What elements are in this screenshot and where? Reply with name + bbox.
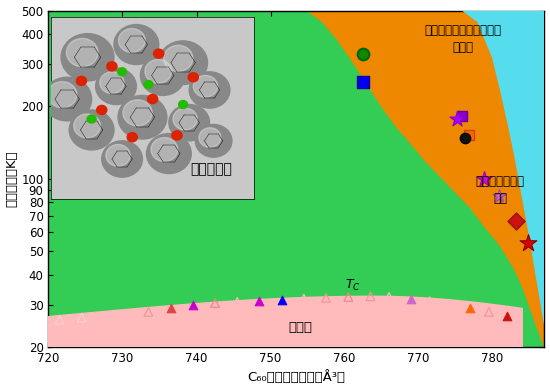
Point bbox=[144, 309, 153, 315]
Point bbox=[233, 299, 241, 305]
Point bbox=[480, 176, 488, 182]
Point bbox=[366, 293, 375, 300]
Point bbox=[425, 298, 434, 304]
X-axis label: C₆₀が占める体積（Å³）: C₆₀が占める体積（Å³） bbox=[248, 370, 345, 385]
Point bbox=[344, 294, 353, 300]
Point bbox=[524, 240, 532, 246]
Y-axis label: 臨界温度（K）: 臨界温度（K） bbox=[6, 151, 19, 207]
Text: 通常の金属: 通常の金属 bbox=[190, 162, 232, 176]
Point bbox=[384, 294, 393, 300]
Point bbox=[78, 314, 86, 321]
Polygon shape bbox=[463, 11, 544, 324]
Polygon shape bbox=[48, 296, 522, 347]
Text: モット－ヤーン－テラー
絶縁体: モット－ヤーン－テラー 絶縁体 bbox=[425, 24, 502, 54]
Point bbox=[494, 193, 503, 199]
Point bbox=[453, 115, 461, 122]
Point bbox=[465, 132, 474, 138]
Point bbox=[503, 312, 512, 319]
Point bbox=[122, 311, 130, 317]
Point bbox=[407, 296, 416, 302]
Point bbox=[457, 112, 466, 119]
Point bbox=[359, 51, 367, 57]
Point bbox=[277, 296, 286, 303]
Point bbox=[100, 312, 108, 319]
Text: 超伝導: 超伝導 bbox=[288, 321, 312, 335]
Point bbox=[322, 295, 331, 301]
Point bbox=[189, 301, 197, 308]
Point bbox=[448, 301, 456, 308]
Text: $T_C$: $T_C$ bbox=[344, 278, 360, 293]
Point bbox=[255, 298, 264, 304]
Point bbox=[299, 296, 308, 302]
Point bbox=[166, 305, 175, 311]
Point bbox=[485, 309, 493, 315]
Point bbox=[359, 79, 367, 85]
Text: ヤーン－テラー
金属: ヤーン－テラー 金属 bbox=[476, 175, 525, 205]
Polygon shape bbox=[463, 11, 544, 324]
Point bbox=[466, 305, 475, 311]
Point bbox=[55, 317, 64, 323]
Point bbox=[461, 135, 470, 141]
Point bbox=[211, 300, 219, 306]
Point bbox=[512, 218, 521, 224]
Polygon shape bbox=[307, 11, 544, 347]
